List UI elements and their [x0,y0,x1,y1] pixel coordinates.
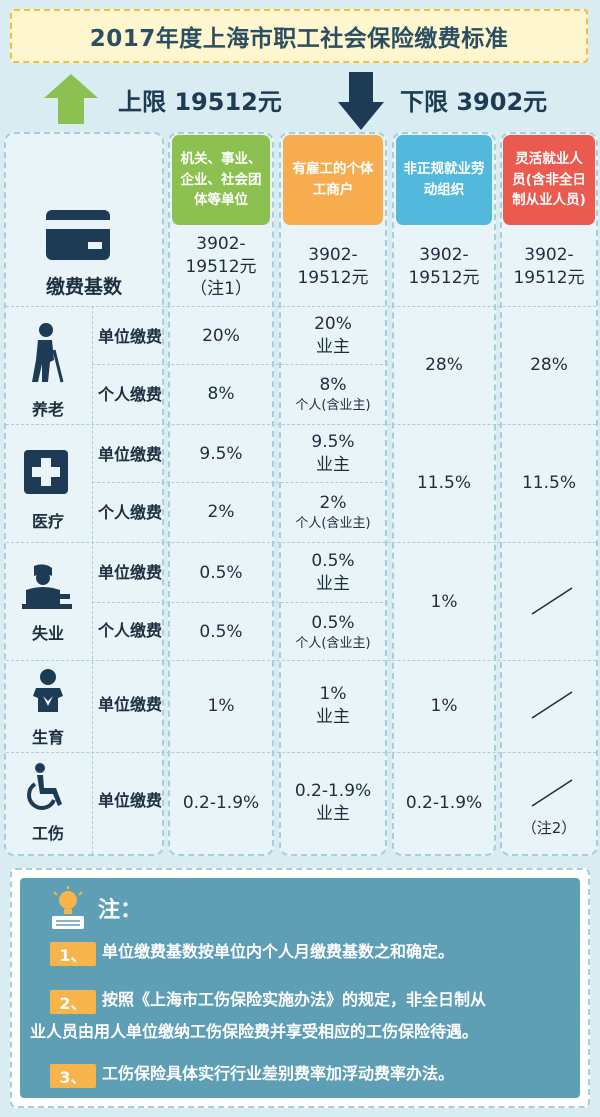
pension-unit-col1: 20% [202,325,240,346]
lightbulb-icon [52,886,84,929]
medical-unit-col1: 9.5% [199,443,243,464]
row-divider [6,660,596,661]
medical-personal-col1: 2% [207,501,235,522]
unemp-unit-col1: 0.5% [199,562,243,583]
medical-unit-col2: 9.5% 业主 [311,432,355,475]
row-divider [92,602,388,603]
not-applicable-slash [531,587,573,615]
sublabel-unit: 单位缴费 [97,445,162,464]
category-pension: 养老 [31,400,64,419]
lower-limit: 下限 3902元 [400,88,548,116]
notes-panel: 注： 1、 单位缴费基数按单位内个人月缴费基数之和确定。 2、 按照《上海市工伤… [10,868,590,1108]
base-col4: 3902-19512元 [513,245,585,288]
upper-limit: 上限 19512元 [118,88,282,116]
note-number: 2、 [50,990,96,1014]
note-text: 工伤保险具体实行行业差别费率加浮动费率办法。 [102,1064,455,1083]
limits-bar: 上限 19512元 下限 3902元 [0,70,600,130]
header-col1: 机关、事业、企业、社会团体等单位 [172,135,270,225]
injury-col4-note: （注2） [521,818,577,837]
medical-col3: 11.5% [416,472,471,493]
sublabel-personal: 个人缴费 [97,385,162,404]
note-number: 1、 [50,942,96,966]
notes-title: 注： [98,898,143,923]
note-text: 按照《上海市工伤保险实施办法》的规定，非全日制从 [102,990,487,1009]
column-panel-1 [168,132,274,856]
base-col2: 3902-19512元 [297,245,369,288]
column-panel-4 [500,132,598,856]
note-text: 单位缴费基数按单位内个人月缴费基数之和确定。 [102,942,455,961]
base-col3: 3902-19512元 [408,245,480,288]
row-divider [92,364,388,365]
unemp-personal-col1: 0.5% [199,621,243,642]
sublabel-unit: 单位缴费 [97,695,162,714]
maternity-col1: 1% [207,695,235,716]
arrow-down-icon [338,72,384,130]
pension-personal-col1: 8% [207,383,235,404]
medical-col4: 11.5% [521,472,576,493]
not-applicable-slash [531,691,573,719]
category-medical: 医疗 [31,512,64,531]
medical-cross-icon [24,450,68,494]
unemp-personal-col2: 0.5% 个人(含业主) [295,612,371,651]
column-panel-2 [279,132,387,856]
sublabel-personal: 个人缴费 [97,503,162,522]
injury-col3: 0.2-1.9% [405,792,483,813]
pension-col4: 28% [530,354,568,375]
maternity-col2: 1% 业主 [316,684,350,727]
row-divider [6,306,596,307]
row-divider [92,482,388,483]
row-divider [6,752,596,753]
unemployed-person-icon [22,564,72,609]
sublabel-unit: 单位缴费 [97,563,162,582]
page-title: 2017年度上海市职工社会保险缴费标准 [10,9,588,63]
arrow-up-icon [44,74,98,124]
pension-col3: 28% [425,354,463,375]
column-divider [92,306,93,854]
unemp-col3: 1% [430,591,458,612]
pension-personal-col2: 8% 个人(含业主) [295,374,371,413]
maternity-col3: 1% [430,695,458,716]
category-injury: 工伤 [31,824,64,843]
row-divider [6,542,596,543]
elderly-icon [32,323,64,383]
sublabel-unit: 单位缴费 [97,327,162,346]
category-unemployment: 失业 [31,624,64,643]
baby-icon [33,669,63,712]
column-panel-3 [392,132,496,856]
category-maternity: 生育 [31,728,64,747]
notes-body: 注： 1、 单位缴费基数按单位内个人月缴费基数之和确定。 2、 按照《上海市工伤… [20,878,580,1098]
not-applicable-slash [531,779,573,807]
header-col2: 有雇工的个体工商户 [283,135,383,225]
injury-col1: 0.2-1.9% [182,792,260,813]
injury-col2: 0.2-1.9% 业主 [294,781,372,824]
note-text: 业人员由用人单位缴纳工伤保险费并享受相应的工伤保险待遇。 [30,1022,479,1041]
sublabel-personal: 个人缴费 [97,621,162,640]
sublabel-unit: 单位缴费 [97,791,162,810]
header-col3: 非正规就业劳动组织 [396,135,492,225]
wheelchair-icon [27,763,62,810]
base-col1: 3902-19512元（注1） [185,233,257,300]
row-divider [6,424,596,425]
unemp-unit-col2: 0.5% 业主 [311,551,355,594]
base-label: 缴费基数 [45,276,122,298]
card-icon [46,210,110,260]
note-number: 3、 [50,1064,96,1088]
medical-personal-col2: 2% 个人(含业主) [295,492,371,531]
header-col4: 灵活就业人员(含非全日制从业人员) [503,135,595,225]
pension-unit-col2: 20% 业主 [314,314,352,357]
